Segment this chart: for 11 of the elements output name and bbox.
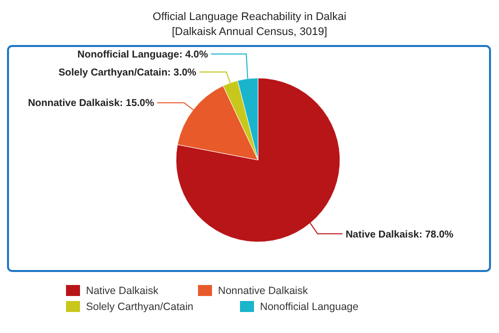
legend-label: Nonofficial Language: [260, 301, 359, 313]
data-label: Nonnative Dalkaisk: 15.0%: [28, 98, 154, 110]
legend-label: Solely Carthyan/Catain: [86, 301, 194, 313]
legend-label: Native Dalkaisk: [86, 285, 160, 297]
chart-subtitle: [Dalkaisk Annual Census, 3019]: [172, 26, 328, 38]
pie-slice: [176, 78, 340, 242]
data-label: Nonofficial Language: 4.0%: [77, 50, 208, 61]
legend-label: Nonnative Dalkaisk: [218, 285, 309, 297]
data-label: Native Dalkaisk: 78.0%: [346, 229, 454, 240]
data-label: Solely Carthyan/Catain: 3.0%: [58, 68, 196, 79]
chart-title: Official Language Reachability in Dalkai: [152, 11, 346, 23]
